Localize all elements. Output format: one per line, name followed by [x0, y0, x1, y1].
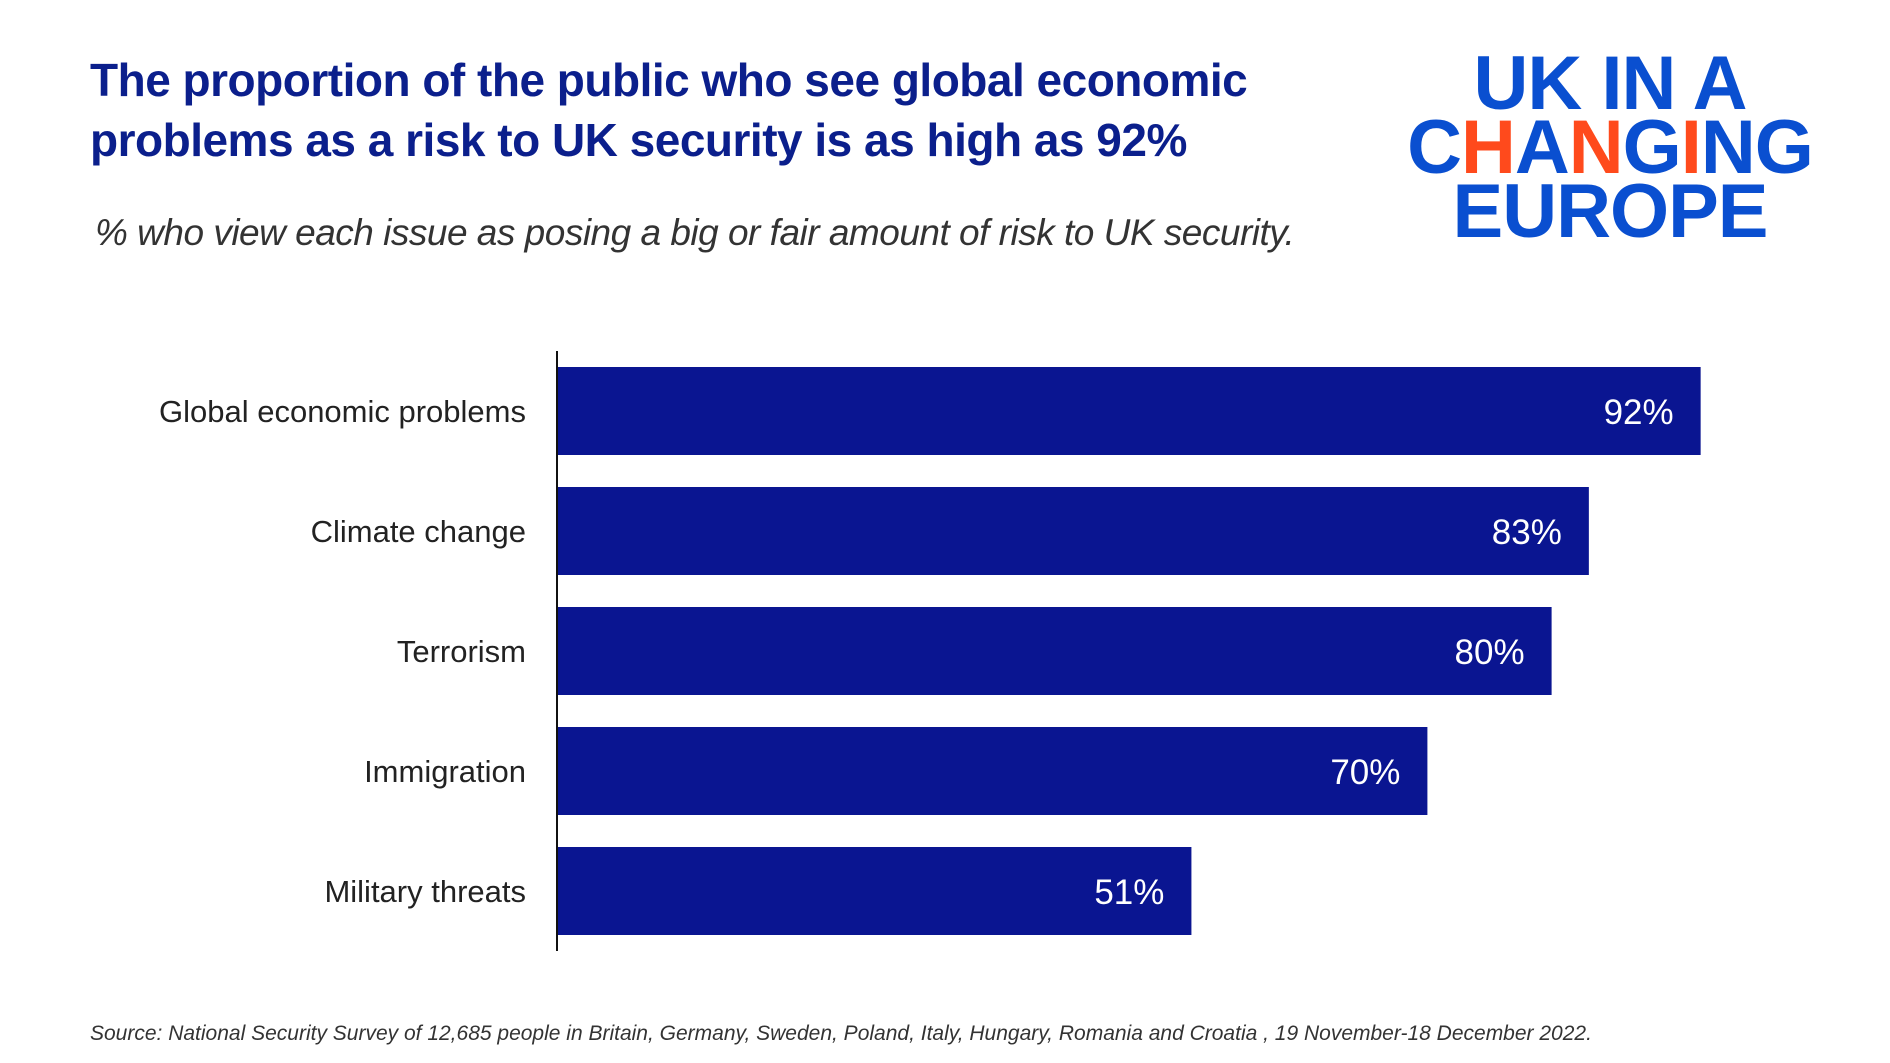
bar-1 [558, 487, 1589, 575]
logo-line-1: UK IN A [1473, 41, 1747, 126]
category-label-1: Climate change [311, 514, 526, 549]
logo-line-2: CHANGING [1407, 105, 1814, 190]
value-label-1: 83% [1492, 513, 1562, 552]
chart-subtitle: % who view each issue as posing a big or… [95, 212, 1295, 253]
value-label-4: 51% [1094, 873, 1164, 912]
chart-title: The proportion of the public who see glo… [90, 54, 1248, 166]
source-note: Source: National Security Survey of 12,6… [90, 1022, 1592, 1045]
category-label-3: Immigration [364, 754, 526, 789]
bar-0 [558, 367, 1701, 455]
category-label-2: Terrorism [397, 634, 526, 669]
logo: UK IN A CHANGING EUROPE [1405, 41, 1815, 254]
value-label-0: 92% [1604, 393, 1674, 432]
category-label-0: Global economic problems [159, 394, 526, 429]
bar-4 [558, 847, 1192, 935]
bar-2 [558, 607, 1552, 695]
bar-3 [558, 727, 1428, 815]
logo-line-3: EUROPE [1452, 169, 1769, 254]
value-label-3: 70% [1330, 753, 1400, 792]
value-label-2: 80% [1455, 633, 1525, 672]
category-label-4: Military threats [324, 874, 526, 909]
